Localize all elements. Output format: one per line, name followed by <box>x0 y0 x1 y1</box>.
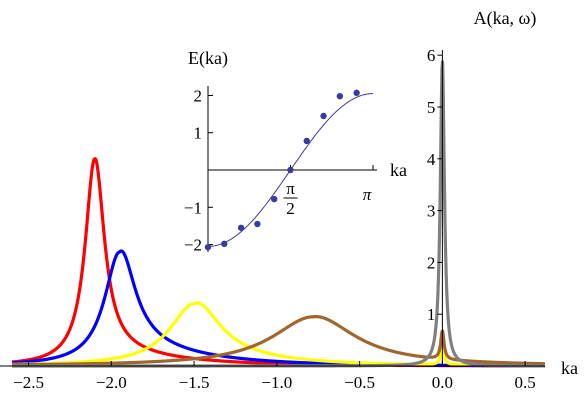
spectral-series-4 <box>10 60 547 368</box>
x-tick-label: 0.0 <box>432 373 453 392</box>
y-tick-label: 5 <box>427 98 436 117</box>
dispersion-point-3 <box>254 220 261 228</box>
x-tick-label: −2.0 <box>96 373 127 392</box>
y-axis-title: A(ka, ω) <box>474 8 537 29</box>
inset-y-axis-title: E(ka) <box>188 48 228 69</box>
dispersion-point-1 <box>221 240 228 247</box>
x-tick-label: −1.5 <box>179 373 210 392</box>
dispersion-point-9 <box>353 89 360 97</box>
y-tick-label: 4 <box>427 150 436 169</box>
x-axis-title: ka <box>561 358 578 378</box>
inset-y-tick-label: −2 <box>184 236 202 255</box>
inset-x-axis-title: ka <box>390 160 407 180</box>
y-tick-label: 3 <box>427 202 436 221</box>
x-tick-label: −0.5 <box>344 373 375 392</box>
x-tick-label: −1.0 <box>261 373 292 392</box>
dispersion-point-8 <box>336 93 344 100</box>
x-tick-label: 0.5 <box>515 373 536 392</box>
spectral-series-1 <box>10 249 547 368</box>
spectral-series-3 <box>10 315 547 367</box>
dispersion-point-4 <box>270 195 278 203</box>
x-tick-label: −2.5 <box>13 373 44 392</box>
dispersion-point-5 <box>287 166 294 174</box>
dispersion-point-7 <box>320 112 327 120</box>
y-tick-label: 6 <box>427 46 436 65</box>
dispersion-point-6 <box>303 137 310 145</box>
inset-y-tick-label: 1 <box>194 124 203 143</box>
spectral-series-2 <box>10 301 547 368</box>
inset-x-tick-sublabel: 2 <box>286 199 295 218</box>
dispersion-point-0 <box>204 243 212 251</box>
dispersion-point-2 <box>237 224 245 231</box>
y-tick-label: 2 <box>427 253 436 272</box>
y-tick-label: 1 <box>427 305 436 324</box>
inset-y-tick-label: 2 <box>194 86 203 105</box>
inset-y-tick-label: −1 <box>184 198 202 217</box>
inset-x-tick-label: π <box>363 185 372 204</box>
inset-x-tick-label: π <box>286 179 295 198</box>
